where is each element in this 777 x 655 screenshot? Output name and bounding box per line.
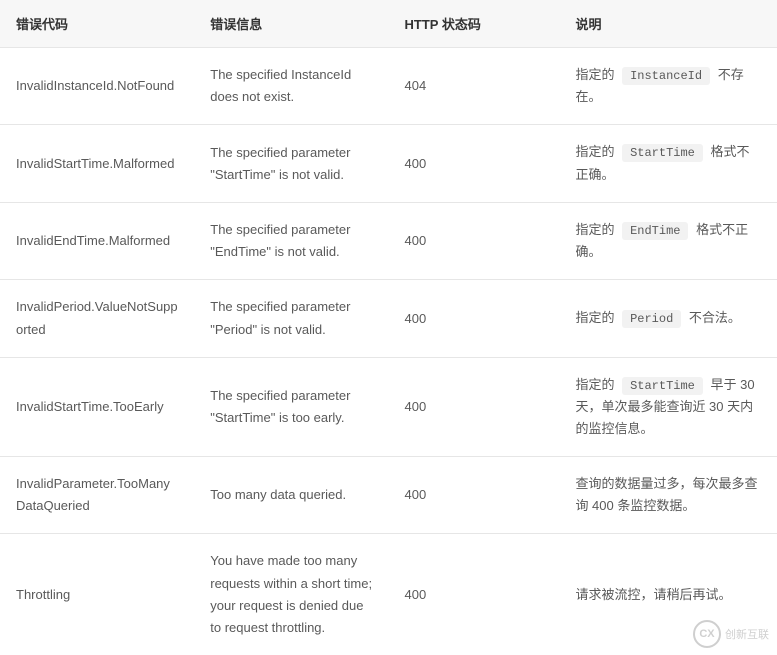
table-row: InvalidEndTime.MalformedThe specified pa… — [0, 202, 777, 279]
desc-text: 指定的 — [575, 310, 618, 325]
desc-param-code: StartTime — [622, 377, 703, 395]
header-desc: 说明 — [559, 0, 777, 48]
cell-desc: 指定的 Period 不合法。 — [559, 280, 777, 357]
cell-code: InvalidInstanceId.NotFound — [0, 48, 194, 125]
table-row: InvalidStartTime.TooEarlyThe specified p… — [0, 357, 777, 457]
desc-param-code: InstanceId — [622, 67, 710, 85]
cell-message: You have made too many requests within a… — [194, 534, 388, 655]
cell-code: Throttling — [0, 534, 194, 655]
cell-desc: 指定的 StartTime 早于 30 天，单次最多能查询近 30 天内的监控信… — [559, 357, 777, 457]
table-row: InvalidParameter.TooManyDataQueriedToo m… — [0, 457, 777, 534]
cell-desc: 指定的 StartTime 格式不正确。 — [559, 125, 777, 202]
cell-code: InvalidEndTime.Malformed — [0, 202, 194, 279]
header-status: HTTP 状态码 — [389, 0, 560, 48]
cell-status: 400 — [389, 457, 560, 534]
table-row: InvalidStartTime.MalformedThe specified … — [0, 125, 777, 202]
desc-text: 指定的 — [575, 377, 618, 392]
cell-status: 400 — [389, 202, 560, 279]
cell-desc: 指定的 EndTime 格式不正确。 — [559, 202, 777, 279]
cell-message: The specified parameter "EndTime" is not… — [194, 202, 388, 279]
watermark-text: 创新互联 — [725, 626, 769, 642]
cell-message: The specified parameter "Period" is not … — [194, 280, 388, 357]
table-row: InvalidPeriod.ValueNotSupportedThe speci… — [0, 280, 777, 357]
cell-code: InvalidStartTime.Malformed — [0, 125, 194, 202]
error-codes-table: 错误代码 错误信息 HTTP 状态码 说明 InvalidInstanceId.… — [0, 0, 777, 655]
table-row: InvalidInstanceId.NotFoundThe specified … — [0, 48, 777, 125]
table-header-row: 错误代码 错误信息 HTTP 状态码 说明 — [0, 0, 777, 48]
desc-text: 指定的 — [575, 222, 618, 237]
cell-status: 400 — [389, 280, 560, 357]
table-row: ThrottlingYou have made too many request… — [0, 534, 777, 655]
cell-message: The specified parameter "StartTime" is n… — [194, 125, 388, 202]
cell-message: Too many data queried. — [194, 457, 388, 534]
cell-desc: 指定的 InstanceId 不存在。 — [559, 48, 777, 125]
watermark-icon: CX — [693, 620, 721, 648]
cell-status: 400 — [389, 125, 560, 202]
desc-text: 查询的数据量过多，每次最多查询 400 条监控数据。 — [575, 476, 757, 513]
desc-text: 不合法。 — [685, 310, 741, 325]
table-body: InvalidInstanceId.NotFoundThe specified … — [0, 48, 777, 655]
header-code: 错误代码 — [0, 0, 194, 48]
cell-desc: 查询的数据量过多，每次最多查询 400 条监控数据。 — [559, 457, 777, 534]
cell-code: InvalidPeriod.ValueNotSupported — [0, 280, 194, 357]
desc-param-code: StartTime — [622, 144, 703, 162]
desc-text: 指定的 — [575, 67, 618, 82]
watermark: CX 创新互联 — [693, 620, 769, 648]
desc-param-code: Period — [622, 310, 681, 328]
cell-code: InvalidStartTime.TooEarly — [0, 357, 194, 457]
desc-text: 指定的 — [575, 144, 618, 159]
cell-status: 400 — [389, 534, 560, 655]
cell-status: 404 — [389, 48, 560, 125]
header-message: 错误信息 — [194, 0, 388, 48]
cell-message: The specified InstanceId does not exist. — [194, 48, 388, 125]
cell-code: InvalidParameter.TooManyDataQueried — [0, 457, 194, 534]
cell-status: 400 — [389, 357, 560, 457]
cell-message: The specified parameter "StartTime" is t… — [194, 357, 388, 457]
desc-param-code: EndTime — [622, 222, 688, 240]
desc-text: 请求被流控，请稍后再试。 — [575, 587, 731, 602]
